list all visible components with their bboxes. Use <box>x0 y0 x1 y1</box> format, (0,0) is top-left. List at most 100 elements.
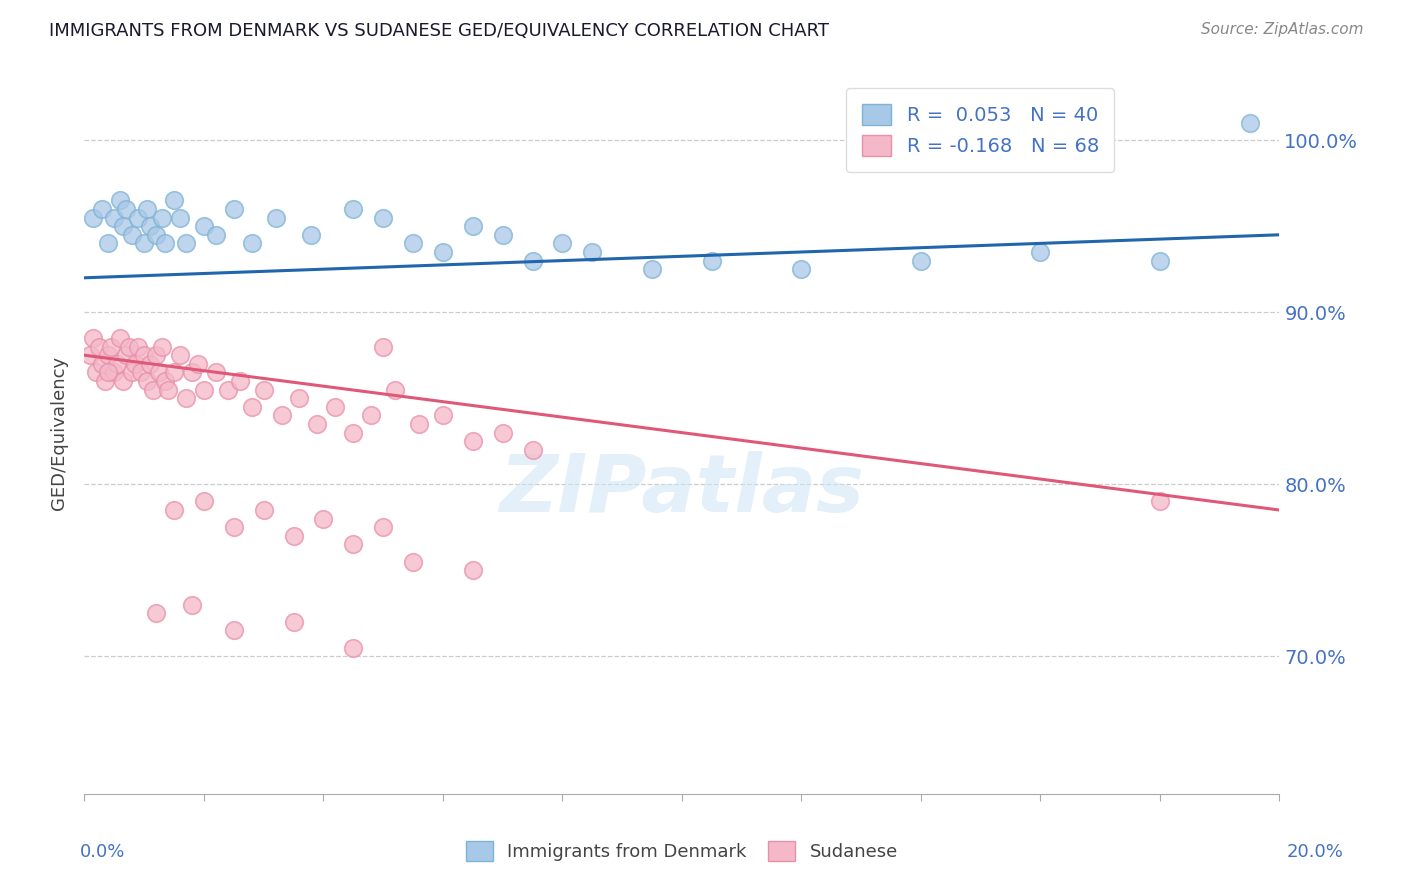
Point <box>270 409 292 423</box>
Point <box>105 357 128 371</box>
Point <box>97 348 120 362</box>
Point <box>402 236 425 251</box>
Point <box>222 520 245 534</box>
Point <box>118 340 141 354</box>
Point <box>253 503 276 517</box>
Point <box>139 357 162 371</box>
Point <box>307 417 329 431</box>
Text: Source: ZipAtlas.com: Source: ZipAtlas.com <box>1201 22 1364 37</box>
Point <box>222 202 245 216</box>
Point <box>240 236 263 251</box>
Point <box>150 340 173 354</box>
Point <box>121 366 143 380</box>
Point <box>402 555 425 569</box>
Point <box>145 227 167 242</box>
Point <box>283 529 305 543</box>
Point <box>110 331 132 345</box>
Point <box>153 236 176 251</box>
Text: 20.0%: 20.0% <box>1286 843 1343 861</box>
Point <box>145 606 167 620</box>
Point <box>193 494 215 508</box>
Point <box>139 219 162 234</box>
Point <box>124 357 146 371</box>
Point <box>115 348 138 362</box>
Point <box>150 211 173 225</box>
Point <box>100 340 122 354</box>
Point <box>283 615 305 629</box>
Point <box>408 417 430 431</box>
Point <box>205 227 228 242</box>
Point <box>181 598 204 612</box>
Point <box>193 383 215 397</box>
Point <box>169 348 191 362</box>
Point <box>169 211 191 225</box>
Point <box>384 383 406 397</box>
Point <box>1149 253 1171 268</box>
Point <box>94 374 117 388</box>
Point <box>461 563 484 577</box>
Point <box>121 227 143 242</box>
Point <box>145 348 167 362</box>
Point <box>342 202 364 216</box>
Point <box>82 211 104 225</box>
Point <box>174 236 197 251</box>
Point <box>163 503 186 517</box>
Point <box>551 236 574 251</box>
Point <box>91 202 114 216</box>
Point <box>86 366 108 380</box>
Point <box>432 409 454 423</box>
Point <box>1029 244 1052 259</box>
Point <box>1149 494 1171 508</box>
Point <box>136 374 159 388</box>
Point <box>461 219 484 234</box>
Point <box>217 383 239 397</box>
Point <box>288 391 311 405</box>
Point <box>91 357 114 371</box>
Point <box>97 366 120 380</box>
Point <box>522 442 544 457</box>
Point <box>373 211 395 225</box>
Point <box>115 202 138 216</box>
Point <box>229 374 252 388</box>
Point <box>163 194 186 208</box>
Point <box>240 400 263 414</box>
Point <box>103 211 125 225</box>
Point <box>312 511 335 525</box>
Point <box>264 211 287 225</box>
Point <box>89 340 111 354</box>
Point <box>112 219 135 234</box>
Point <box>461 434 484 449</box>
Point <box>187 357 209 371</box>
Point <box>79 348 101 362</box>
Point <box>910 253 932 268</box>
Point <box>581 244 603 259</box>
Point <box>129 366 152 380</box>
Point <box>127 211 149 225</box>
Point <box>641 262 664 277</box>
Point <box>153 374 176 388</box>
Point <box>163 366 186 380</box>
Text: ZIPatlas: ZIPatlas <box>499 451 865 530</box>
Point <box>132 236 156 251</box>
Point <box>142 383 165 397</box>
Point <box>342 640 364 655</box>
Point <box>342 537 364 551</box>
Point <box>790 262 813 277</box>
Point <box>253 383 276 397</box>
Point <box>342 425 364 440</box>
Point <box>157 383 180 397</box>
Point <box>205 366 228 380</box>
Point <box>700 253 723 268</box>
Point <box>432 244 454 259</box>
Point <box>136 202 159 216</box>
Point <box>82 331 104 345</box>
Point <box>522 253 544 268</box>
Point <box>148 366 170 380</box>
Point <box>1239 116 1261 130</box>
Point <box>103 366 125 380</box>
Point <box>373 520 395 534</box>
Y-axis label: GED/Equivalency: GED/Equivalency <box>51 356 69 509</box>
Point <box>132 348 156 362</box>
Point <box>373 340 395 354</box>
Text: 0.0%: 0.0% <box>80 843 125 861</box>
